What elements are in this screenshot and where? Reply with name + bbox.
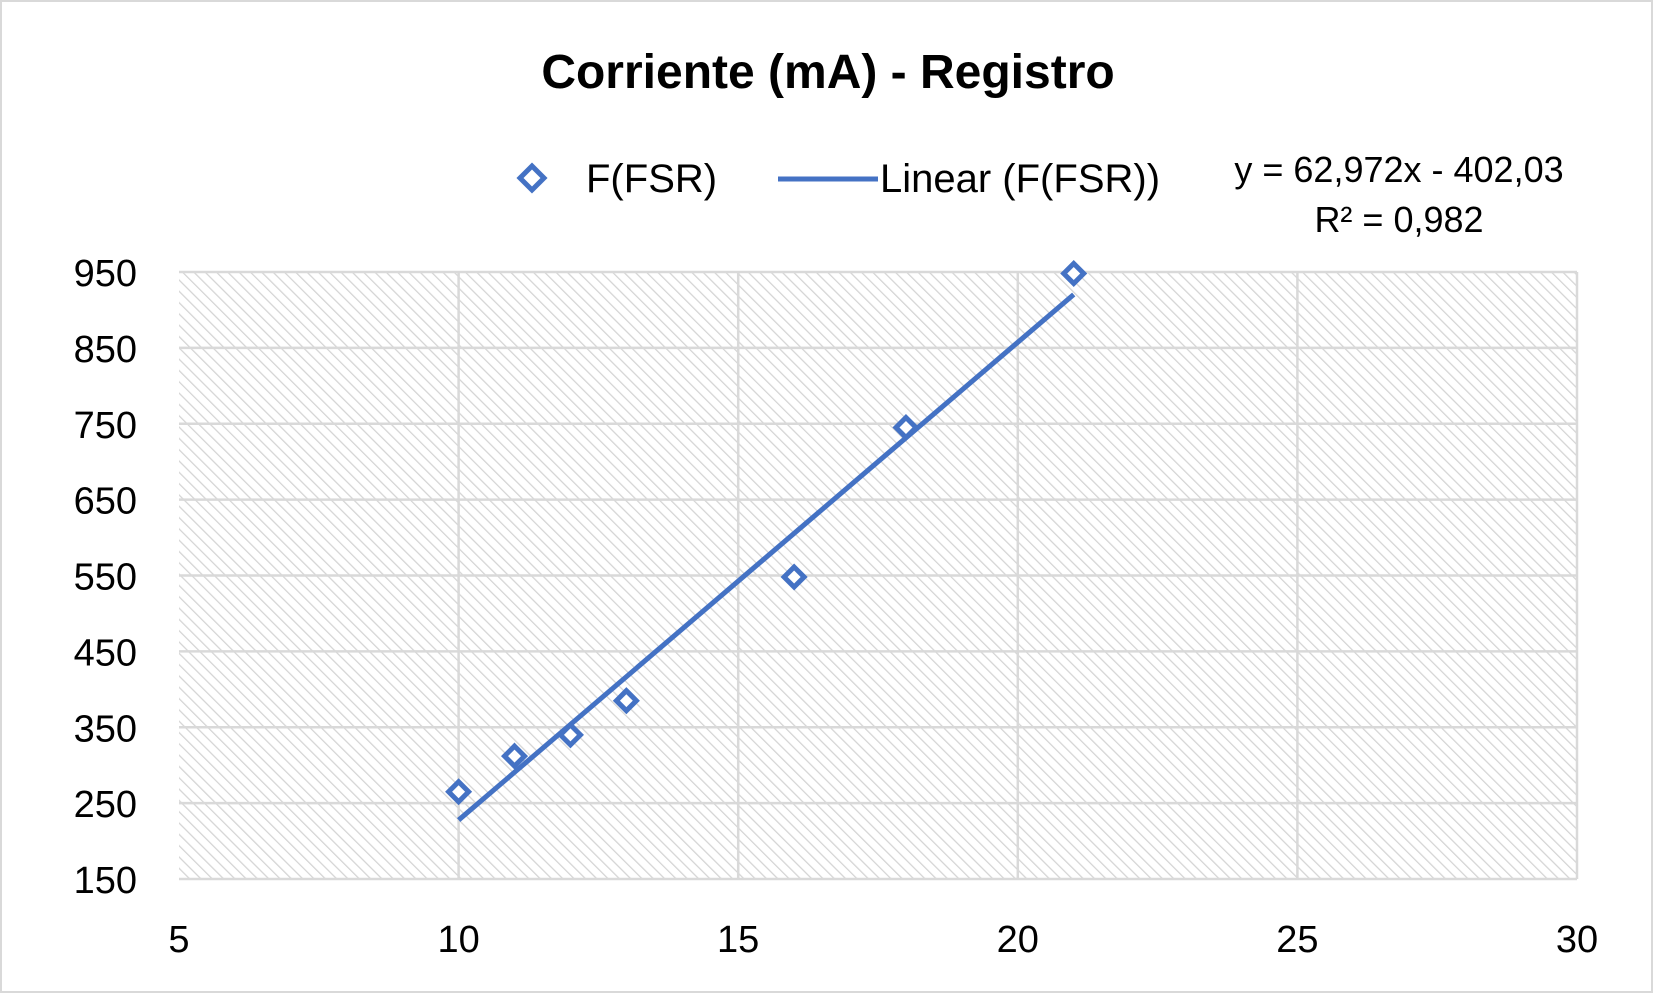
y-tick-label: 550 — [74, 557, 137, 599]
x-tick-label: 20 — [997, 919, 1039, 961]
data-point — [500, 742, 529, 770]
gridlines — [179, 270, 1579, 881]
trendline-equation: y = 62,972x - 402,03 R² = 0,982 — [1234, 149, 1563, 240]
y-tick-label: 150 — [74, 860, 137, 902]
data-point — [445, 778, 473, 806]
data-point — [556, 721, 584, 749]
x-tick-label: 15 — [717, 919, 759, 961]
y-tick-label: 450 — [74, 632, 137, 674]
data-points — [445, 259, 1088, 806]
y-tick-label: 750 — [74, 405, 137, 447]
x-axis: 5 10 15 20 25 30 — [168, 919, 1598, 961]
trendline-equation-label: y = 62,972x - 402,03 — [1234, 149, 1563, 190]
x-tick-label: 5 — [168, 919, 189, 961]
x-tick-label: 10 — [437, 919, 479, 961]
y-tick-label: 850 — [74, 329, 137, 371]
chart-title: Corriente (mA) - Registro — [541, 46, 1114, 99]
legend: F(FSR) Linear (F(FSR)) — [516, 157, 1160, 201]
data-point — [892, 414, 920, 442]
y-axis: 150 250 350 450 550 650 750 850 950 — [74, 253, 137, 902]
y-tick-label: 350 — [74, 708, 137, 750]
legend-series-label: F(FSR) — [586, 157, 717, 201]
data-point — [1060, 259, 1088, 288]
trendline-r2-label: R² = 0,982 — [1314, 199, 1483, 240]
legend-trendline-label: Linear (F(FSR)) — [880, 157, 1160, 201]
x-tick-label: 25 — [1276, 919, 1318, 961]
y-tick-label: 950 — [74, 253, 137, 295]
legend-marker-icon — [516, 162, 548, 194]
data-point — [780, 563, 808, 591]
x-tick-label: 30 — [1556, 919, 1598, 961]
y-tick-label: 650 — [74, 481, 137, 523]
data-point — [612, 687, 640, 715]
y-tick-label: 250 — [74, 784, 137, 826]
